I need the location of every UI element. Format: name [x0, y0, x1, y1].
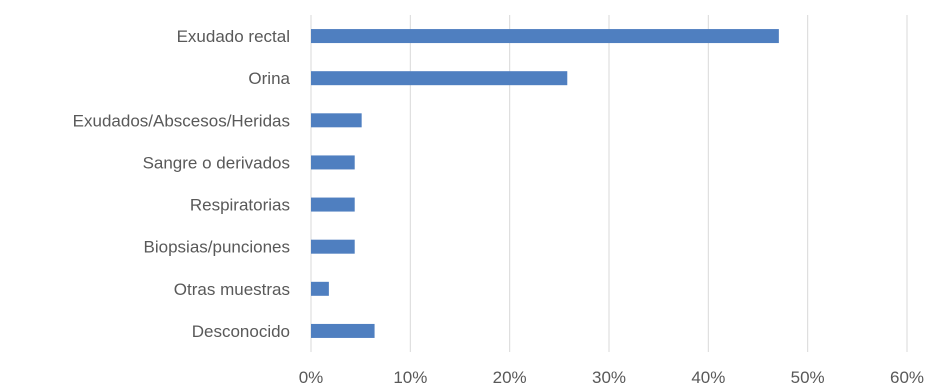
bar — [311, 197, 355, 212]
bar — [311, 281, 329, 296]
x-tick-labels: 0% 10% 20% 30% 40% 50% 60% — [299, 368, 924, 387]
category-label: Desconocido — [192, 322, 290, 341]
category-label: Sangre o derivados — [143, 153, 290, 172]
category-label: Exudados/Abscesos/Heridas — [73, 111, 290, 130]
bar — [311, 29, 779, 44]
x-tick-label: 0% — [299, 368, 324, 387]
x-tick-label: 10% — [393, 368, 427, 387]
category-label: Otras muestras — [174, 280, 290, 299]
x-tick-label: 40% — [691, 368, 725, 387]
bar — [311, 155, 355, 170]
bar — [311, 113, 362, 128]
category-labels: Exudado rectal Orina Exudados/Abscesos/Her… — [73, 27, 291, 341]
x-tick-label: 50% — [791, 368, 825, 387]
bar — [311, 71, 568, 86]
bar — [311, 323, 375, 338]
x-tick-label: 30% — [592, 368, 626, 387]
category-label: Orina — [248, 69, 290, 88]
gridlines — [310, 15, 908, 352]
bars — [311, 29, 779, 338]
x-tick-label: 20% — [493, 368, 527, 387]
category-label: Exudado rectal — [177, 27, 290, 46]
bar — [311, 239, 355, 254]
x-tick-label: 60% — [890, 368, 924, 387]
category-label: Biopsias/punciones — [144, 238, 290, 257]
category-label: Respiratorias — [190, 196, 290, 215]
